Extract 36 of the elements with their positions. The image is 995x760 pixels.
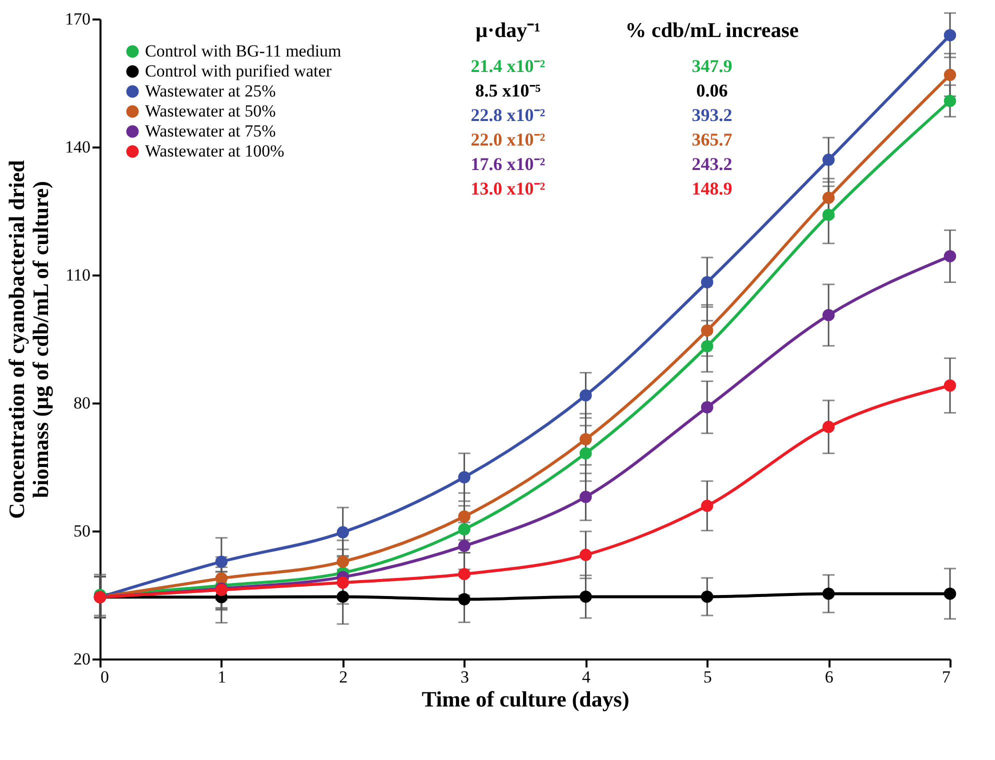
y-tick-label: 20 — [74, 650, 90, 668]
x-tick-label: 6 — [824, 668, 834, 686]
legend-label: Wastewater at 25% — [145, 82, 276, 100]
annotation: 21.4 x10⁻² — [470, 56, 546, 76]
annotation: 0.06 — [696, 80, 728, 100]
annotation: 393.2 — [692, 105, 732, 125]
annotation: μ·day⁻¹ — [476, 18, 540, 42]
x-tick-label: 7 — [942, 668, 951, 686]
annotation: 347.9 — [692, 56, 732, 76]
x-tick-label: 3 — [460, 668, 470, 686]
y-axis-title: Concentration of cyanobacterial dried biomass (μg of cdb/mL of culture) — [4, 160, 53, 519]
x-tick-label: 5 — [703, 668, 712, 686]
legend-label: Wastewater at 50% — [145, 102, 276, 120]
y-tick-label: 170 — [65, 10, 90, 28]
x-tick-label: 4 — [582, 668, 591, 686]
y-tick-label: 50 — [74, 522, 90, 540]
annotation: 22.8 x10⁻² — [470, 105, 546, 125]
x-axis-title: Time of culture (days) — [422, 686, 630, 712]
y-tick-label: 110 — [66, 266, 90, 284]
annotation: 17.6 x10⁻² — [470, 154, 546, 174]
annotation: 13.0 x10⁻² — [470, 178, 546, 198]
x-tick-label: 1 — [218, 668, 226, 686]
x-tick-label: 2 — [339, 668, 348, 686]
y-tick-label: 140 — [65, 138, 90, 156]
annotation: 22.0 x10⁻² — [470, 130, 546, 150]
legend-label: Wastewater at 100% — [145, 142, 284, 160]
annotation: 243.2 — [692, 154, 732, 174]
y-tick-label: 80 — [74, 394, 90, 412]
legend-label: Control with purified water — [145, 62, 332, 80]
annotation: 8.5 x10⁻⁵ — [475, 80, 542, 100]
legend-label: Wastewater at 75% — [145, 122, 276, 140]
annotation: 148.9 — [692, 178, 732, 198]
legend-label: Control with BG-11 medium — [145, 42, 342, 60]
x-tick-label: 0 — [100, 668, 109, 686]
annotation: % cdb/mL increase — [625, 18, 799, 42]
annotation: 365.7 — [692, 130, 732, 150]
